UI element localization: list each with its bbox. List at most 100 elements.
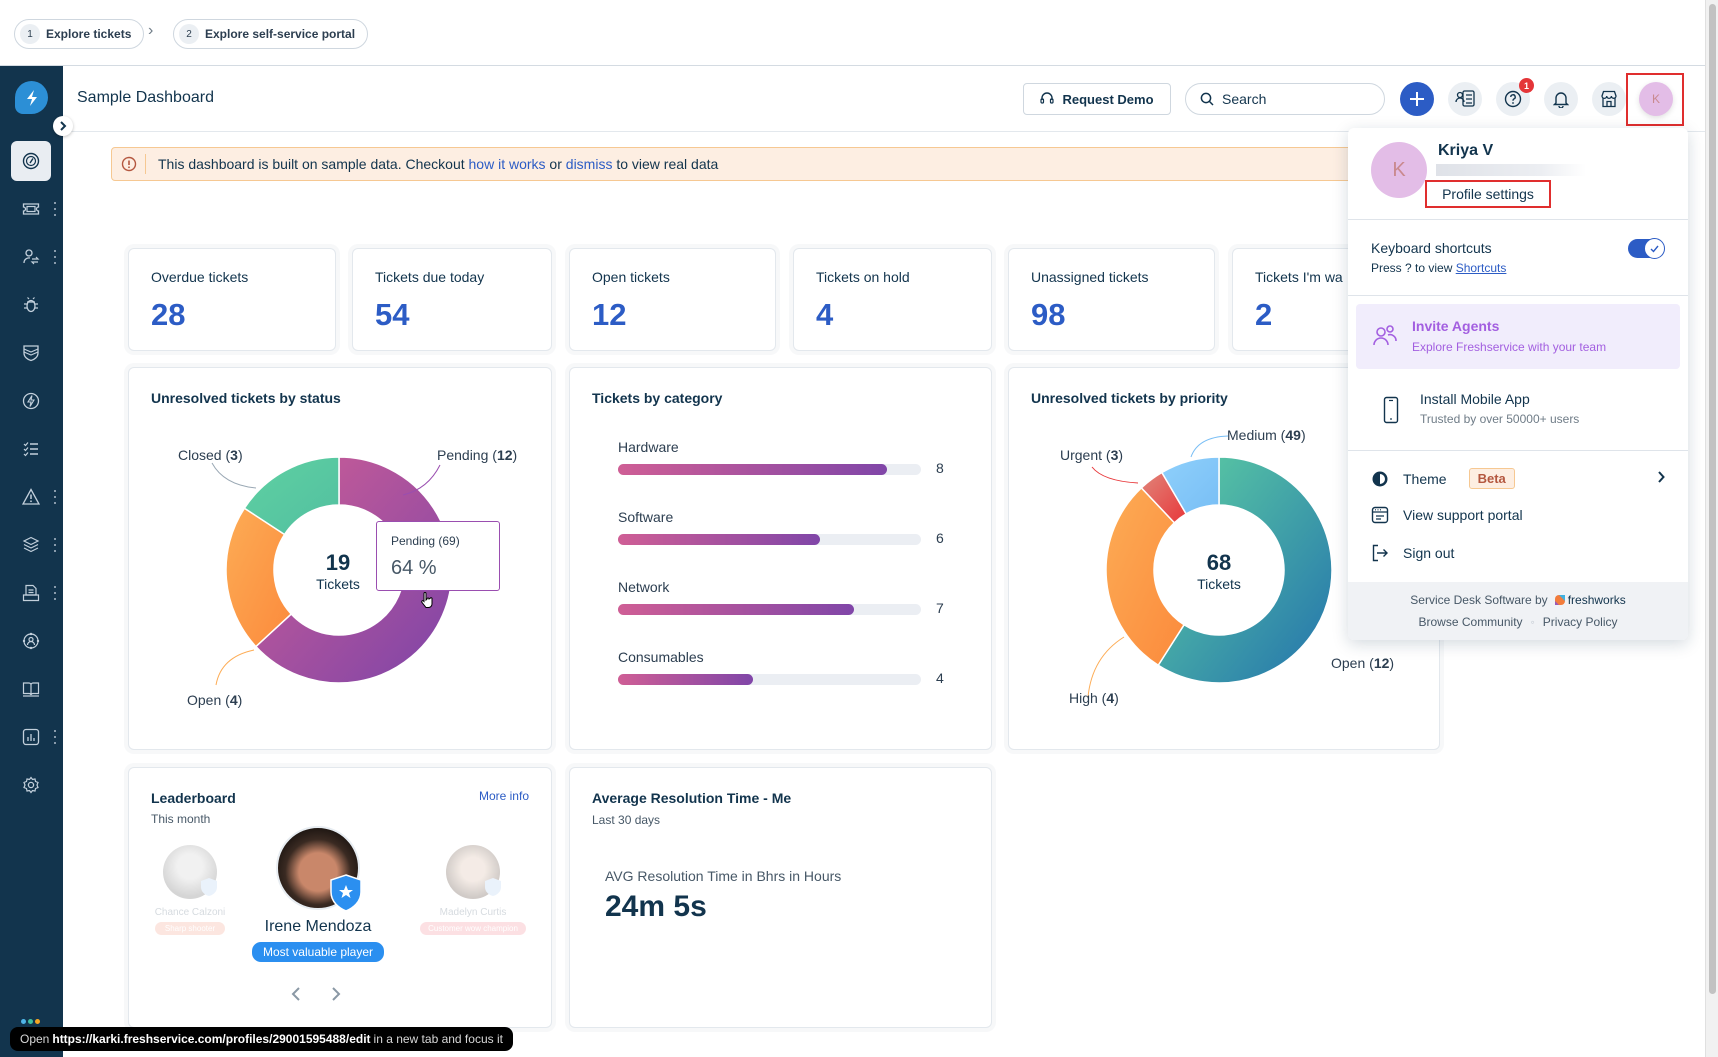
category-bar-row[interactable]: Software 6	[618, 509, 948, 546]
slice-count: 4	[229, 692, 238, 708]
sidebar-item-changes-shield[interactable]	[11, 333, 51, 373]
sidebar-item-assets-layers[interactable]	[11, 525, 51, 565]
onboarding-step-self-service-portal[interactable]: 2 Explore self-service portal	[173, 19, 369, 49]
donut-slice-high[interactable]	[1105, 486, 1186, 667]
sidebar-item-analytics-chart[interactable]	[11, 717, 51, 757]
banner-text-end: to view real data	[612, 156, 719, 172]
theme-menu-item[interactable]: Theme Beta	[1371, 468, 1671, 489]
category-value: 4	[936, 670, 944, 686]
more-options-icon[interactable]	[53, 202, 57, 216]
mobile-app-subtitle: Trusted by over 50000+ users	[1420, 412, 1580, 426]
more-options-icon[interactable]	[53, 586, 57, 600]
page-scrollbar[interactable]	[1705, 0, 1718, 1057]
leaderboard-prev-button[interactable]	[291, 985, 301, 1006]
step-number: 2	[179, 24, 199, 44]
hand-cursor-icon	[421, 592, 433, 608]
chevron-left-icon	[291, 987, 300, 1001]
category-bar-track	[618, 464, 921, 475]
kpi-value: 4	[816, 297, 834, 332]
kpi-value: 28	[151, 297, 186, 332]
more-options-icon[interactable]	[53, 490, 57, 504]
category-bar-fill	[618, 604, 854, 615]
sidebar-item-contacts-transfer[interactable]	[11, 237, 51, 277]
shortcuts-link[interactable]: Shortcuts	[1455, 261, 1507, 275]
kpi-card-on-hold[interactable]: Tickets on hold 4	[793, 248, 992, 351]
status-total: 19	[325, 550, 351, 575]
category-bar-row[interactable]: Hardware 8	[618, 439, 948, 476]
kpi-card-due-today[interactable]: Tickets due today 54	[352, 248, 552, 351]
priority-total: 68	[1206, 550, 1232, 575]
label-leader-line	[1087, 636, 1125, 698]
sidebar-item-user-network[interactable]	[11, 621, 51, 661]
sidebar-item-settings-gear[interactable]	[11, 765, 51, 805]
category-bar-row[interactable]: Network 7	[618, 579, 948, 616]
donut-slice-medium[interactable]	[1160, 456, 1220, 515]
browse-community-link[interactable]: Browse Community	[1418, 615, 1523, 629]
category-value: 8	[936, 460, 944, 476]
more-options-icon[interactable]	[53, 250, 57, 264]
label-leader-line	[1190, 435, 1229, 458]
search-input[interactable]: Search	[1185, 83, 1385, 115]
hint-text: Press ? to view	[1371, 261, 1456, 275]
leaderboard-next-button[interactable]	[331, 985, 341, 1006]
view-support-portal-item[interactable]: View support portal	[1371, 506, 1523, 524]
slice-label-closed: Closed (3)	[178, 447, 243, 463]
new-item-button[interactable]	[1400, 82, 1434, 116]
keyboard-shortcuts-hint: Press ? to view Shortcuts	[1371, 261, 1506, 275]
user-avatar-button[interactable]: K	[1639, 82, 1673, 116]
freshservice-logo[interactable]	[15, 81, 48, 114]
warning-circle-icon	[112, 154, 146, 174]
more-options-icon[interactable]	[53, 730, 57, 744]
label-leader-line	[215, 649, 255, 686]
sidebar-item-releases-bolt[interactable]	[11, 381, 51, 421]
sidebar-item-bug-problems[interactable]	[11, 285, 51, 325]
sign-out-label: Sign out	[1403, 545, 1455, 561]
avatar	[163, 845, 217, 899]
more-options-icon[interactable]	[53, 538, 57, 552]
sidebar-item-solutions-book[interactable]	[11, 669, 51, 709]
sidebar-expand-button[interactable]	[53, 116, 73, 136]
keyboard-shortcuts-toggle[interactable]	[1628, 238, 1665, 259]
resolution-title: Average Resolution Time - Me	[592, 790, 792, 806]
privacy-policy-link[interactable]: Privacy Policy	[1542, 615, 1618, 629]
leaderboard-person[interactable]: Chance Calzoni Sharp shooter	[140, 845, 240, 936]
sidebar-item-tickets[interactable]	[11, 189, 51, 229]
profile-settings-link[interactable]: Profile settings	[1425, 180, 1551, 208]
category-bar-fill	[618, 534, 820, 545]
category-bar-row[interactable]: Consumables 4	[618, 649, 948, 686]
invite-agents-item[interactable]: Invite Agents Explore Freshservice with …	[1356, 304, 1680, 369]
slice-label-open: Open (12)	[1331, 655, 1395, 671]
leaderboard-person[interactable]: Madelyn Curtis Customer wow champion	[408, 845, 538, 936]
scrollbar-thumb[interactable]	[1709, 4, 1716, 994]
sidebar-item-alerts-warning[interactable]	[11, 477, 51, 517]
kpi-label: Tickets I'm wa	[1255, 269, 1343, 285]
sign-out-item[interactable]: Sign out	[1371, 544, 1454, 562]
category-name: Consumables	[618, 649, 704, 665]
leaderboard-title: Leaderboard	[151, 790, 236, 806]
more-info-link[interactable]: More info	[478, 789, 529, 803]
how-it-works-link[interactable]: how it works	[468, 156, 546, 172]
kpi-card-overdue[interactable]: Overdue tickets 28	[128, 248, 336, 351]
kpi-card-unassigned[interactable]: Unassigned tickets 98	[1008, 248, 1215, 351]
dismiss-link[interactable]: dismiss	[565, 156, 613, 172]
help-button[interactable]: 1	[1496, 78, 1534, 116]
kpi-card-open[interactable]: Open tickets 12	[569, 248, 776, 351]
kpi-label: Tickets on hold	[816, 269, 910, 285]
kpi-value: 12	[592, 297, 627, 332]
slice-name: Urgent	[1060, 447, 1103, 463]
category-bar-track	[618, 674, 921, 685]
donut-slice-closed[interactable]	[243, 456, 340, 536]
sidebar-item-dashboard[interactable]	[11, 141, 51, 181]
plus-icon	[1410, 92, 1424, 106]
category-bar-track	[618, 604, 921, 615]
sidebar-item-tasks-checklist[interactable]	[11, 429, 51, 469]
donut-slice-open[interactable]	[1157, 456, 1333, 684]
chevron-right-icon: ›	[148, 22, 154, 39]
marketplace-button[interactable]	[1592, 82, 1626, 116]
notifications-button[interactable]	[1544, 82, 1578, 116]
request-demo-button[interactable]: Request Demo	[1023, 83, 1171, 115]
contacts-directory-button[interactable]	[1448, 82, 1482, 116]
onboarding-step-explore-tickets[interactable]: 1 Explore tickets	[14, 19, 145, 49]
leaderboard-person-top[interactable]: Irene Mendoza Most valuable player	[238, 826, 398, 962]
sidebar-item-documents[interactable]	[11, 573, 51, 613]
